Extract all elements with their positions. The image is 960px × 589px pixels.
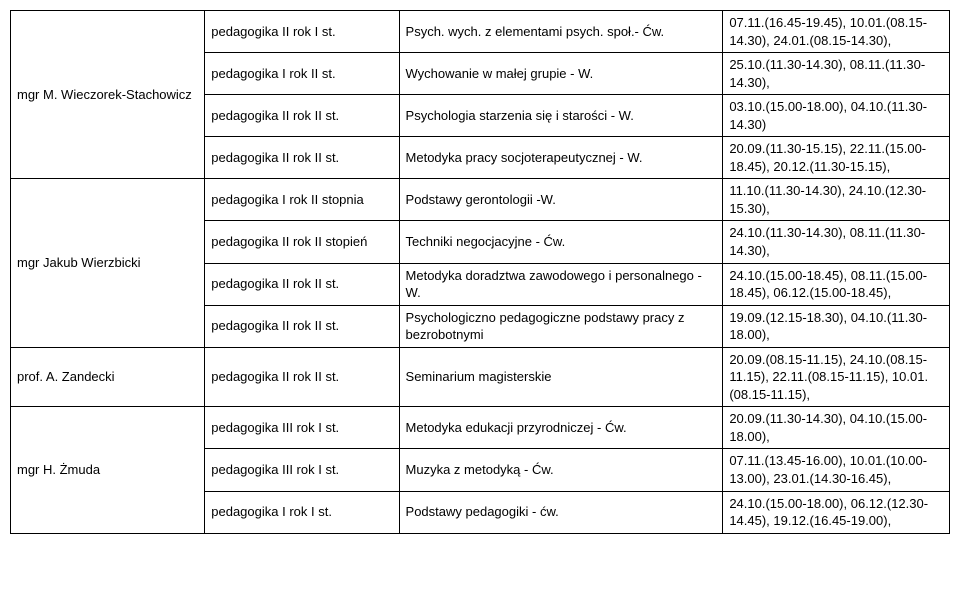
- instructor-cell: mgr M. Wieczorek-Stachowicz: [11, 11, 205, 179]
- group-cell: pedagogika I rok II st.: [205, 53, 399, 95]
- schedule-cell: 20.09.(08.15-11.15), 24.10.(08.15-11.15)…: [723, 347, 950, 407]
- course-cell: Metodyka pracy socjoterapeutycznej - W.: [399, 137, 723, 179]
- schedule-cell: 20.09.(11.30-15.15), 22.11.(15.00-18.45)…: [723, 137, 950, 179]
- table-row: prof. A. Zandeckipedagogika II rok II st…: [11, 347, 950, 407]
- course-cell: Seminarium magisterskie: [399, 347, 723, 407]
- table-row: mgr Jakub Wierzbickipedagogika I rok II …: [11, 179, 950, 221]
- schedule-cell: 07.11.(13.45-16.00), 10.01.(10.00-13.00)…: [723, 449, 950, 491]
- instructor-cell: mgr H. Żmuda: [11, 407, 205, 533]
- course-cell: Psychologiczno pedagogiczne podstawy pra…: [399, 305, 723, 347]
- schedule-cell: 03.10.(15.00-18.00), 04.10.(11.30-14.30): [723, 95, 950, 137]
- group-cell: pedagogika III rok I st.: [205, 449, 399, 491]
- schedule-cell: 11.10.(11.30-14.30), 24.10.(12.30-15.30)…: [723, 179, 950, 221]
- instructor-cell: mgr Jakub Wierzbicki: [11, 179, 205, 347]
- schedule-cell: 24.10.(15.00-18.00), 06.12.(12.30-14.45)…: [723, 491, 950, 533]
- course-cell: Metodyka doradztwa zawodowego i personal…: [399, 263, 723, 305]
- schedule-cell: 24.10.(15.00-18.45), 08.11.(15.00-18.45)…: [723, 263, 950, 305]
- course-cell: Podstawy pedagogiki - ćw.: [399, 491, 723, 533]
- course-cell: Podstawy gerontologii -W.: [399, 179, 723, 221]
- course-cell: Metodyka edukacji przyrodniczej - Ćw.: [399, 407, 723, 449]
- group-cell: pedagogika I rok II stopnia: [205, 179, 399, 221]
- table-row: mgr M. Wieczorek-Stachowiczpedagogika II…: [11, 11, 950, 53]
- group-cell: pedagogika II rok II st.: [205, 263, 399, 305]
- schedule-cell: 07.11.(16.45-19.45), 10.01.(08.15-14.30)…: [723, 11, 950, 53]
- table-row: mgr H. Żmudapedagogika III rok I st.Meto…: [11, 407, 950, 449]
- schedule-cell: 25.10.(11.30-14.30), 08.11.(11.30-14.30)…: [723, 53, 950, 95]
- schedule-table: mgr M. Wieczorek-Stachowiczpedagogika II…: [10, 10, 950, 534]
- group-cell: pedagogika II rok II st.: [205, 95, 399, 137]
- group-cell: pedagogika II rok II st.: [205, 305, 399, 347]
- group-cell: pedagogika II rok II st.: [205, 137, 399, 179]
- course-cell: Psych. wych. z elementami psych. społ.- …: [399, 11, 723, 53]
- group-cell: pedagogika III rok I st.: [205, 407, 399, 449]
- group-cell: pedagogika II rok II st.: [205, 347, 399, 407]
- group-cell: pedagogika II rok II stopień: [205, 221, 399, 263]
- course-cell: Techniki negocjacyjne - Ćw.: [399, 221, 723, 263]
- group-cell: pedagogika II rok I st.: [205, 11, 399, 53]
- instructor-cell: prof. A. Zandecki: [11, 347, 205, 407]
- course-cell: Wychowanie w małej grupie - W.: [399, 53, 723, 95]
- schedule-cell: 24.10.(11.30-14.30), 08.11.(11.30-14.30)…: [723, 221, 950, 263]
- course-cell: Psychologia starzenia się i starości - W…: [399, 95, 723, 137]
- group-cell: pedagogika I rok I st.: [205, 491, 399, 533]
- schedule-cell: 20.09.(11.30-14.30), 04.10.(15.00-18.00)…: [723, 407, 950, 449]
- course-cell: Muzyka z metodyką - Ćw.: [399, 449, 723, 491]
- schedule-cell: 19.09.(12.15-18.30), 04.10.(11.30-18.00)…: [723, 305, 950, 347]
